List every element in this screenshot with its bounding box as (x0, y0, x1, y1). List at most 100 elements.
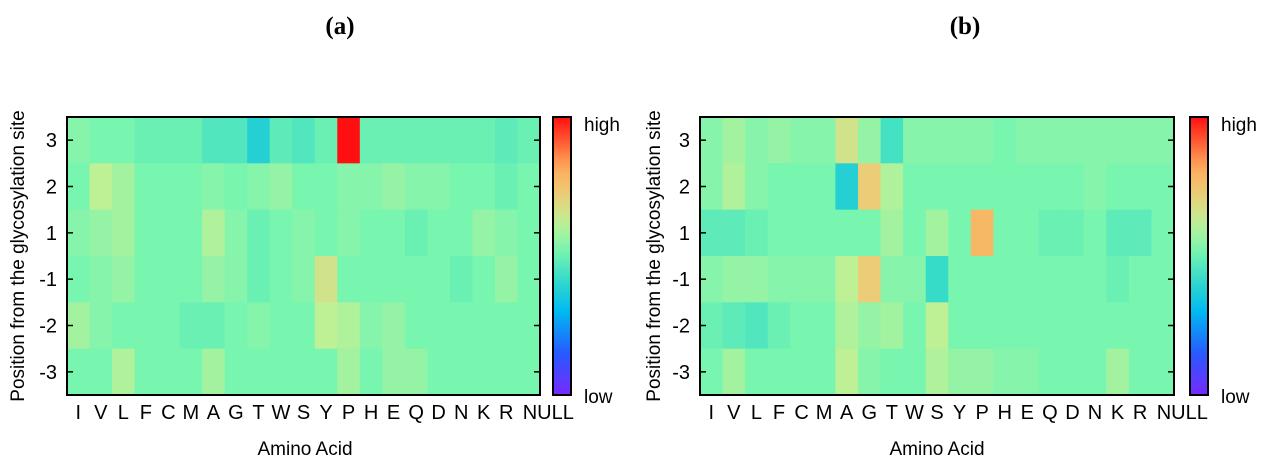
heatmap-cell (67, 256, 90, 303)
heatmap-cell (224, 302, 248, 350)
heatmap-cell (202, 209, 226, 257)
heatmap-cell (112, 256, 135, 303)
heatmap-cell (948, 163, 972, 211)
heatmap-cell (700, 302, 723, 350)
heatmap-cell (767, 163, 791, 211)
x-tick-label: M (816, 402, 833, 424)
heatmap-cell (67, 209, 90, 257)
heatmap-cell (1016, 302, 1039, 350)
heatmap-cell (1016, 163, 1039, 211)
heatmap-cell (314, 256, 338, 303)
x-tick-label: R (1133, 402, 1147, 424)
heatmap-cell (835, 348, 859, 396)
heatmap-cell (993, 256, 1017, 303)
heatmap-cell (359, 117, 383, 164)
heatmap-cell (382, 209, 406, 257)
heatmap-cell (812, 348, 836, 396)
heatmap-cell (880, 348, 904, 396)
heatmap-cell (722, 302, 746, 350)
heatmap-cell (134, 209, 158, 257)
heatmap-cell (89, 117, 113, 164)
heatmap-cell (1083, 163, 1107, 211)
heatmap-cell (948, 256, 972, 303)
heatmap-cell (224, 256, 248, 303)
heatmap-cell (269, 256, 293, 303)
y-tick-label: -3 (672, 362, 690, 384)
heatmap-cell (880, 163, 904, 211)
x-tick-label: F (140, 402, 152, 424)
heatmap-cell (247, 117, 271, 164)
heatmap-cell (89, 302, 113, 350)
heatmap-cell (517, 348, 541, 396)
y-tick-label: -2 (672, 316, 690, 338)
heatmap-cell (1128, 348, 1152, 396)
heatmap-cell (247, 209, 271, 257)
heatmap-cell (790, 163, 814, 211)
heatmap-cell (494, 256, 518, 303)
heatmap-cell (517, 117, 541, 164)
x-tick-label: T (252, 402, 264, 424)
heatmap-cell (89, 209, 113, 257)
heatmap-cell (925, 256, 949, 303)
heatmap-cell (472, 209, 496, 257)
heatmap-cell (382, 117, 406, 164)
heatmap-cell (1083, 348, 1107, 396)
heatmap-cell (948, 209, 972, 257)
heatmap-cell (359, 256, 383, 303)
heatmap-panel-0: (a) 3 2 1 -1 -2 -3 I V L F C M A G T W S Y P H E Q D N K R NULL Amin… (8, 13, 620, 460)
heatmap-cell (1083, 209, 1107, 257)
y-tick-label: -2 (39, 316, 57, 338)
heatmap-cell (247, 302, 271, 350)
y-tick-label: 3 (46, 130, 57, 152)
heatmap-cell (948, 348, 972, 396)
heatmap-cell (337, 209, 361, 257)
heatmap-cell (1061, 256, 1085, 303)
heatmap-cell (404, 209, 428, 257)
x-tick-label: V (94, 402, 108, 424)
heatmap-cell (179, 302, 203, 350)
heatmap-cell (1038, 209, 1062, 257)
heatmap-cell (880, 209, 904, 257)
x-tick-label: D (1065, 402, 1079, 424)
x-tick-label: NULL (1157, 402, 1208, 424)
x-tick-label: N (1088, 402, 1102, 424)
heatmap-cell (700, 256, 723, 303)
heatmap-cell (993, 163, 1017, 211)
heatmap-cell (1106, 117, 1130, 164)
x-tick-label: N (454, 402, 468, 424)
x-tick-label: G (862, 402, 878, 424)
heatmap-cell (449, 302, 473, 350)
heatmap-cell (359, 302, 383, 350)
heatmap-cell (925, 209, 949, 257)
heatmap-cell (1038, 163, 1062, 211)
heatmap-cell (835, 163, 859, 211)
x-tick-label: G (228, 402, 244, 424)
colorbar-high-label: high (584, 115, 620, 136)
heatmap-cell (1128, 302, 1152, 350)
heatmap-cell (812, 163, 836, 211)
heatmap-cell (812, 117, 836, 164)
heatmap-cell (134, 348, 158, 396)
heatmap-cell (112, 348, 135, 396)
x-axis-title: Amino Acid (257, 439, 352, 460)
heatmap-cell (1151, 209, 1175, 257)
panel-label: (b) (950, 13, 981, 40)
x-tick-label: V (727, 402, 741, 424)
heatmap-cell (790, 117, 814, 164)
heatmap-cell (292, 209, 316, 257)
heatmap-cell (427, 117, 451, 164)
heatmap-cell (767, 209, 791, 257)
heatmap-cell (1106, 302, 1130, 350)
heatmap-cell (993, 302, 1017, 350)
y-tick-label: 2 (679, 177, 690, 199)
heatmap-cell (858, 117, 881, 164)
heatmap-cell (89, 163, 113, 211)
heatmap-cell (1038, 348, 1062, 396)
heatmap-cell (925, 163, 949, 211)
heatmap-cell (745, 209, 769, 257)
heatmap-cell (269, 117, 293, 164)
heatmap-cell (1151, 256, 1175, 303)
x-tick-label: C (794, 402, 808, 424)
heatmap-cell (812, 302, 836, 350)
heatmap-cell (1061, 163, 1085, 211)
